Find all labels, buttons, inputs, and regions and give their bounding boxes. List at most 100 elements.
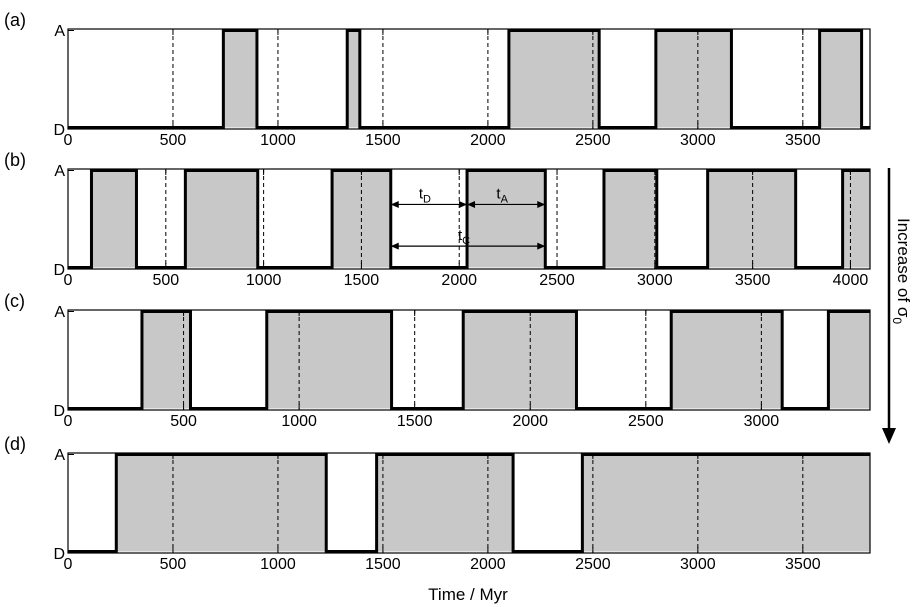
panel-label: (b)	[4, 150, 26, 170]
y-tick-label-d: D	[53, 262, 65, 279]
x-tick-label: 2500	[575, 556, 611, 573]
active-interval	[116, 454, 327, 552]
annotation-label-sub: D	[423, 193, 431, 205]
x-tick-label: 3000	[680, 132, 716, 149]
active-interval	[842, 170, 870, 268]
active-interval	[376, 454, 514, 552]
y-tick-label-d: D	[53, 546, 65, 563]
active-interval	[828, 311, 870, 409]
annotation-arrowhead-left	[467, 200, 476, 208]
x-tick-label: 500	[170, 413, 197, 430]
annotation-label-main: t	[496, 185, 501, 202]
x-axis-label: Time / Myr	[428, 585, 508, 604]
annotation-td: tD	[390, 185, 468, 208]
panel-label: (d)	[4, 434, 26, 454]
x-tick-label: 0	[64, 132, 73, 149]
annotation-label-main: t	[419, 185, 424, 202]
x-tick-label: 3500	[735, 272, 771, 289]
sigma-arrow: Increase of σ0	[882, 168, 913, 444]
x-tick-label: 2000	[470, 132, 506, 149]
active-interval	[223, 30, 257, 128]
annotation-tc: tC	[390, 227, 546, 250]
annotation-label: tD	[419, 185, 431, 205]
active-interval	[508, 30, 600, 128]
x-tick-label: 3000	[680, 556, 716, 573]
x-tick-label: 500	[160, 556, 187, 573]
x-tick-label: 2000	[512, 413, 548, 430]
x-tick-label: 1500	[365, 556, 401, 573]
x-tick-label: 3000	[637, 272, 673, 289]
state-series-line	[68, 29, 870, 129]
y-tick-label-a: A	[54, 304, 65, 321]
annotation-label-sub: C	[462, 235, 470, 247]
x-tick-label: 2500	[575, 132, 611, 149]
active-interval	[185, 170, 258, 268]
active-interval	[467, 170, 546, 268]
active-interval	[463, 311, 577, 409]
plot-frame	[67, 452, 871, 554]
y-tick-label-d: D	[53, 122, 65, 139]
x-tick-label: 500	[160, 132, 187, 149]
x-tick-label: 1000	[281, 413, 317, 430]
x-tick-label: 1500	[365, 132, 401, 149]
plot-frame	[67, 168, 871, 270]
state-series-line	[68, 453, 870, 553]
panel-a: 0 500 1000 1500 2000 2500 3000 3500 D A (a)	[4, 10, 871, 149]
x-tick-label: 2500	[539, 272, 575, 289]
panel-c: 0 500 1000 1500 2000 2500 3000 D A (c)	[4, 291, 871, 430]
panel-label: (c)	[4, 291, 25, 311]
sigma-arrow-label-sub: 0	[890, 317, 904, 324]
x-tick-label: 2500	[628, 413, 664, 430]
x-tick-label: 0	[64, 413, 73, 430]
plot-background	[68, 29, 870, 129]
active-interval	[141, 311, 191, 409]
active-interval	[603, 170, 657, 268]
x-tick-label: 1500	[344, 272, 380, 289]
y-tick-label-d: D	[53, 403, 65, 420]
x-tick-label: 0	[64, 556, 73, 573]
active-interval	[582, 454, 870, 552]
x-tick-label: 4000	[833, 272, 869, 289]
sigma-arrow-label: Increase of σ0	[890, 218, 913, 324]
x-tick-label: 3500	[785, 556, 821, 573]
x-tick-label: 1000	[260, 132, 296, 149]
x-tick-label: 1000	[260, 556, 296, 573]
x-tick-label: 2000	[441, 272, 477, 289]
annotation-arrowhead-right	[537, 242, 546, 250]
active-interval	[91, 170, 137, 268]
annotation-arrowhead-right	[537, 200, 546, 208]
annotation-label-main: t	[458, 227, 463, 244]
annotation-label: tA	[496, 185, 508, 205]
sigma-arrow-head	[882, 428, 896, 444]
annotation-label: tC	[458, 227, 470, 247]
sigma-arrow-label-main: Increase of σ	[894, 218, 913, 318]
x-tick-label: 1500	[397, 413, 433, 430]
y-tick-label-a: A	[54, 447, 65, 464]
panels: 0 500 1000 1500 2000 2500 3000 3500 D A (a) 0 500 100…	[4, 10, 871, 573]
active-interval	[655, 30, 732, 128]
state-series-line	[68, 169, 870, 269]
panel-d: 0 500 1000 1500 2000 2500 3000 3500 D A (d)	[4, 434, 871, 573]
active-interval	[671, 311, 783, 409]
x-tick-label: 3500	[785, 132, 821, 149]
y-tick-label-a: A	[54, 23, 65, 40]
panel-label: (a)	[4, 10, 26, 30]
x-tick-label: 500	[152, 272, 179, 289]
x-tick-label: 0	[64, 272, 73, 289]
annotation-arrowhead-left	[390, 242, 399, 250]
x-tick-label: 3000	[744, 413, 780, 430]
state-series-line	[68, 310, 870, 410]
x-tick-label: 2000	[470, 556, 506, 573]
annotation-arrowhead-right	[459, 200, 468, 208]
active-interval	[266, 311, 392, 409]
y-tick-label-a: A	[54, 163, 65, 180]
active-interval	[819, 30, 862, 128]
annotation-ta: tA	[467, 185, 546, 208]
x-tick-label: 1000	[246, 272, 282, 289]
active-interval	[347, 30, 360, 128]
plot-frame	[67, 309, 871, 411]
plot-frame	[67, 28, 871, 130]
annotation-label-sub: A	[501, 193, 509, 205]
